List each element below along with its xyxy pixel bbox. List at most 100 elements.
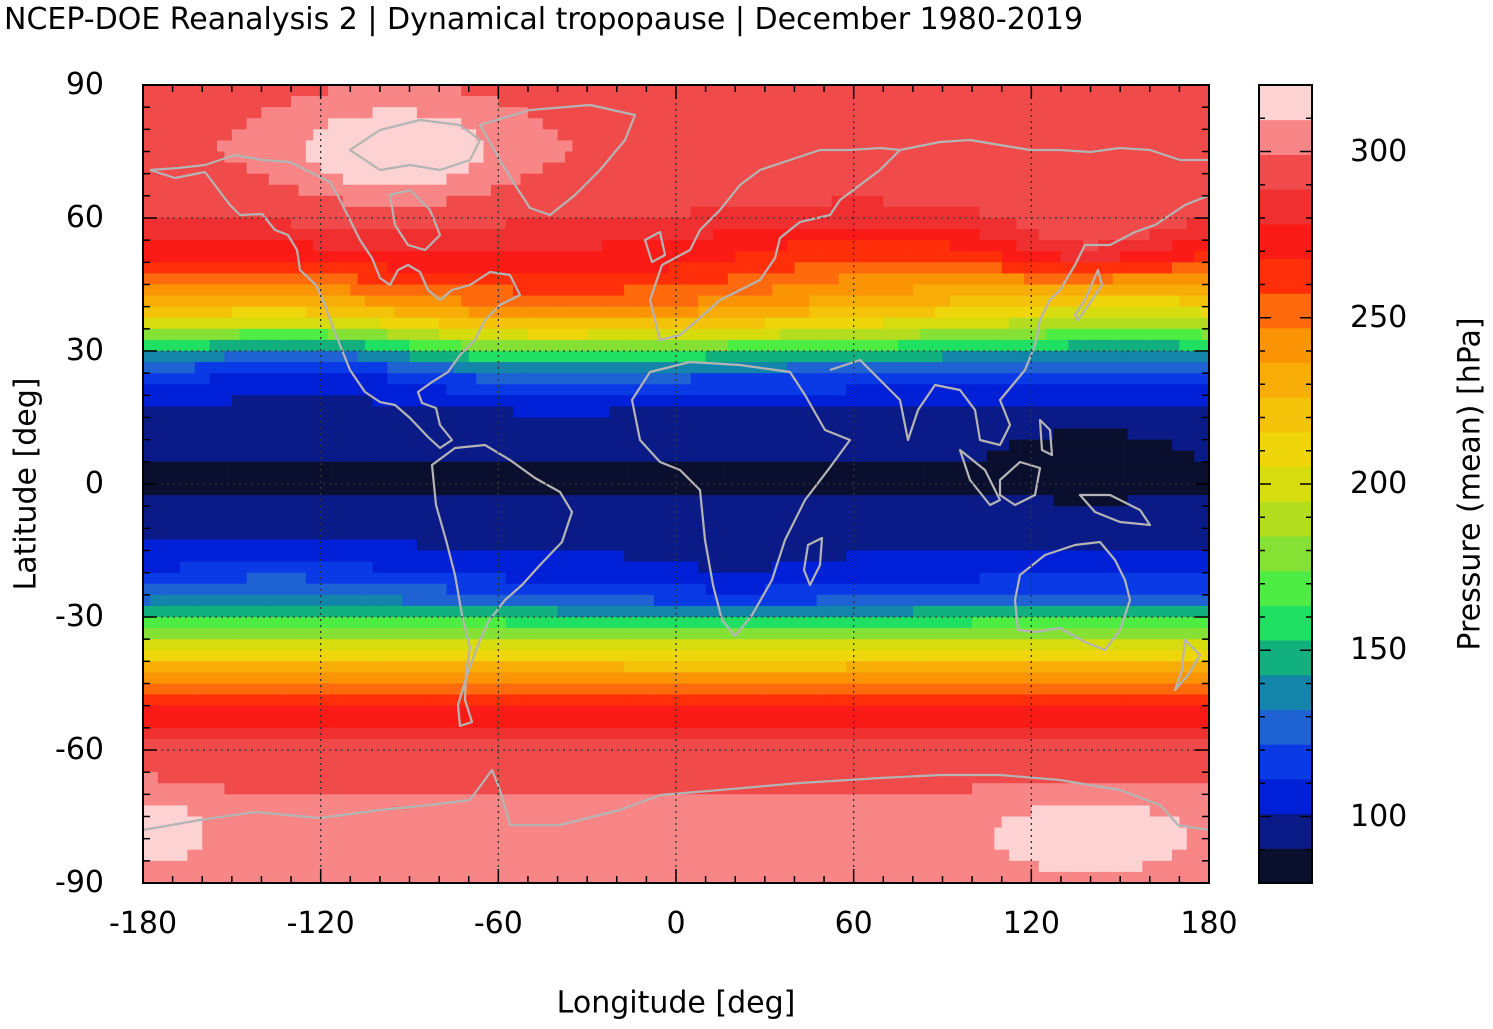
heatmap-cell: [609, 317, 618, 330]
heatmap-cell: [231, 406, 240, 419]
heatmap-cell: [328, 240, 337, 252]
heatmap-cell: [757, 184, 766, 197]
heatmap-cell: [742, 284, 751, 297]
heatmap-cell: [846, 417, 855, 430]
heatmap-cell: [631, 118, 640, 130]
heatmap-cell: [1157, 406, 1166, 419]
heatmap-cell: [372, 284, 381, 297]
heatmap-cell: [1120, 262, 1129, 275]
heatmap-cell: [787, 295, 796, 308]
heatmap-cell: [750, 240, 759, 252]
heatmap-cell: [646, 317, 655, 330]
heatmap-cell: [831, 129, 840, 142]
heatmap-cell: [927, 229, 936, 241]
heatmap-cell: [535, 317, 544, 330]
heatmap-cell: [468, 406, 477, 419]
heatmap-cell: [727, 328, 736, 341]
heatmap-cell: [1171, 284, 1180, 297]
heatmap-cell: [224, 373, 233, 385]
heatmap-cell: [372, 395, 381, 408]
heatmap-cell: [254, 328, 263, 341]
heatmap-cell: [409, 373, 418, 385]
heatmap-cell: [1149, 218, 1158, 230]
heatmap-cell: [224, 450, 233, 463]
heatmap-cell: [631, 428, 640, 441]
heatmap-cell: [1068, 328, 1077, 341]
heatmap-cell: [794, 173, 803, 186]
heatmap-cell: [875, 173, 884, 186]
heatmap-cell: [809, 218, 818, 230]
heatmap-cell: [254, 273, 263, 286]
heatmap-cell: [527, 206, 536, 219]
heatmap-cell: [535, 373, 544, 385]
heatmap-cell: [1171, 295, 1180, 308]
heatmap-cell: [1112, 395, 1121, 408]
heatmap-cell: [964, 384, 973, 396]
heatmap-cell: [727, 195, 736, 208]
heatmap-cell: [942, 406, 951, 419]
heatmap-cell: [713, 140, 722, 153]
heatmap-cell: [653, 351, 662, 363]
heatmap-cell: [676, 173, 684, 186]
heatmap-cell: [601, 162, 610, 175]
heatmap-cell: [1053, 406, 1062, 419]
heatmap-cell: [653, 229, 662, 241]
heatmap-cell: [342, 306, 351, 319]
heatmap-cell: [505, 229, 514, 241]
heatmap-cell: [217, 384, 226, 396]
heatmap-cell: [194, 229, 203, 241]
heatmap-cell: [676, 295, 684, 308]
heatmap-cell: [898, 129, 907, 142]
heatmap-cell: [150, 129, 159, 142]
heatmap-cell: [905, 218, 914, 230]
heatmap-cell: [801, 384, 810, 396]
heatmap-cell: [912, 195, 921, 208]
heatmap-cell: [579, 339, 588, 352]
heatmap-cell: [254, 461, 263, 474]
heatmap-cell: [372, 373, 381, 385]
heatmap-cell: [165, 295, 174, 308]
heatmap-cell: [764, 162, 773, 175]
heatmap-cell: [387, 351, 396, 363]
heatmap-cell: [335, 195, 344, 208]
heatmap-cell: [609, 461, 618, 474]
heatmap-cell: [1127, 184, 1136, 197]
heatmap-cell: [757, 428, 766, 441]
heatmap-cell: [453, 107, 462, 119]
heatmap-cell: [949, 384, 958, 396]
heatmap-cell: [661, 339, 670, 352]
heatmap-cell: [957, 140, 966, 153]
heatmap-cell: [942, 140, 951, 153]
heatmap-cell: [342, 195, 351, 208]
heatmap-cell: [579, 306, 588, 319]
heatmap-cell: [328, 417, 337, 430]
heatmap-cell: [209, 118, 218, 130]
heatmap-cell: [498, 129, 507, 142]
heatmap-cell: [1134, 85, 1143, 97]
heatmap-cell: [202, 218, 211, 230]
heatmap-cell: [631, 251, 640, 263]
heatmap-cell: [890, 384, 899, 396]
heatmap-cell: [513, 184, 522, 197]
heatmap-cell: [890, 129, 899, 142]
heatmap-cell: [742, 85, 751, 97]
heatmap-cell: [150, 195, 159, 208]
heatmap-cell: [557, 206, 566, 219]
heatmap-cell: [402, 461, 411, 474]
heatmap-cell: [609, 173, 618, 186]
heatmap-cell: [461, 439, 470, 452]
heatmap-cell: [868, 118, 877, 130]
heatmap-cell: [935, 428, 944, 441]
heatmap-cell: [439, 129, 448, 142]
heatmap-cell: [824, 373, 833, 385]
heatmap-cell: [676, 229, 684, 241]
heatmap-cell: [935, 295, 944, 308]
heatmap-cell: [535, 406, 544, 419]
heatmap-cell: [957, 107, 966, 119]
heatmap-cell: [387, 384, 396, 396]
heatmap-cell: [1105, 162, 1114, 175]
heatmap-cell: [816, 339, 825, 352]
heatmap-cell: [1046, 262, 1055, 275]
heatmap-cell: [794, 450, 803, 463]
heatmap-cell: [661, 428, 670, 441]
